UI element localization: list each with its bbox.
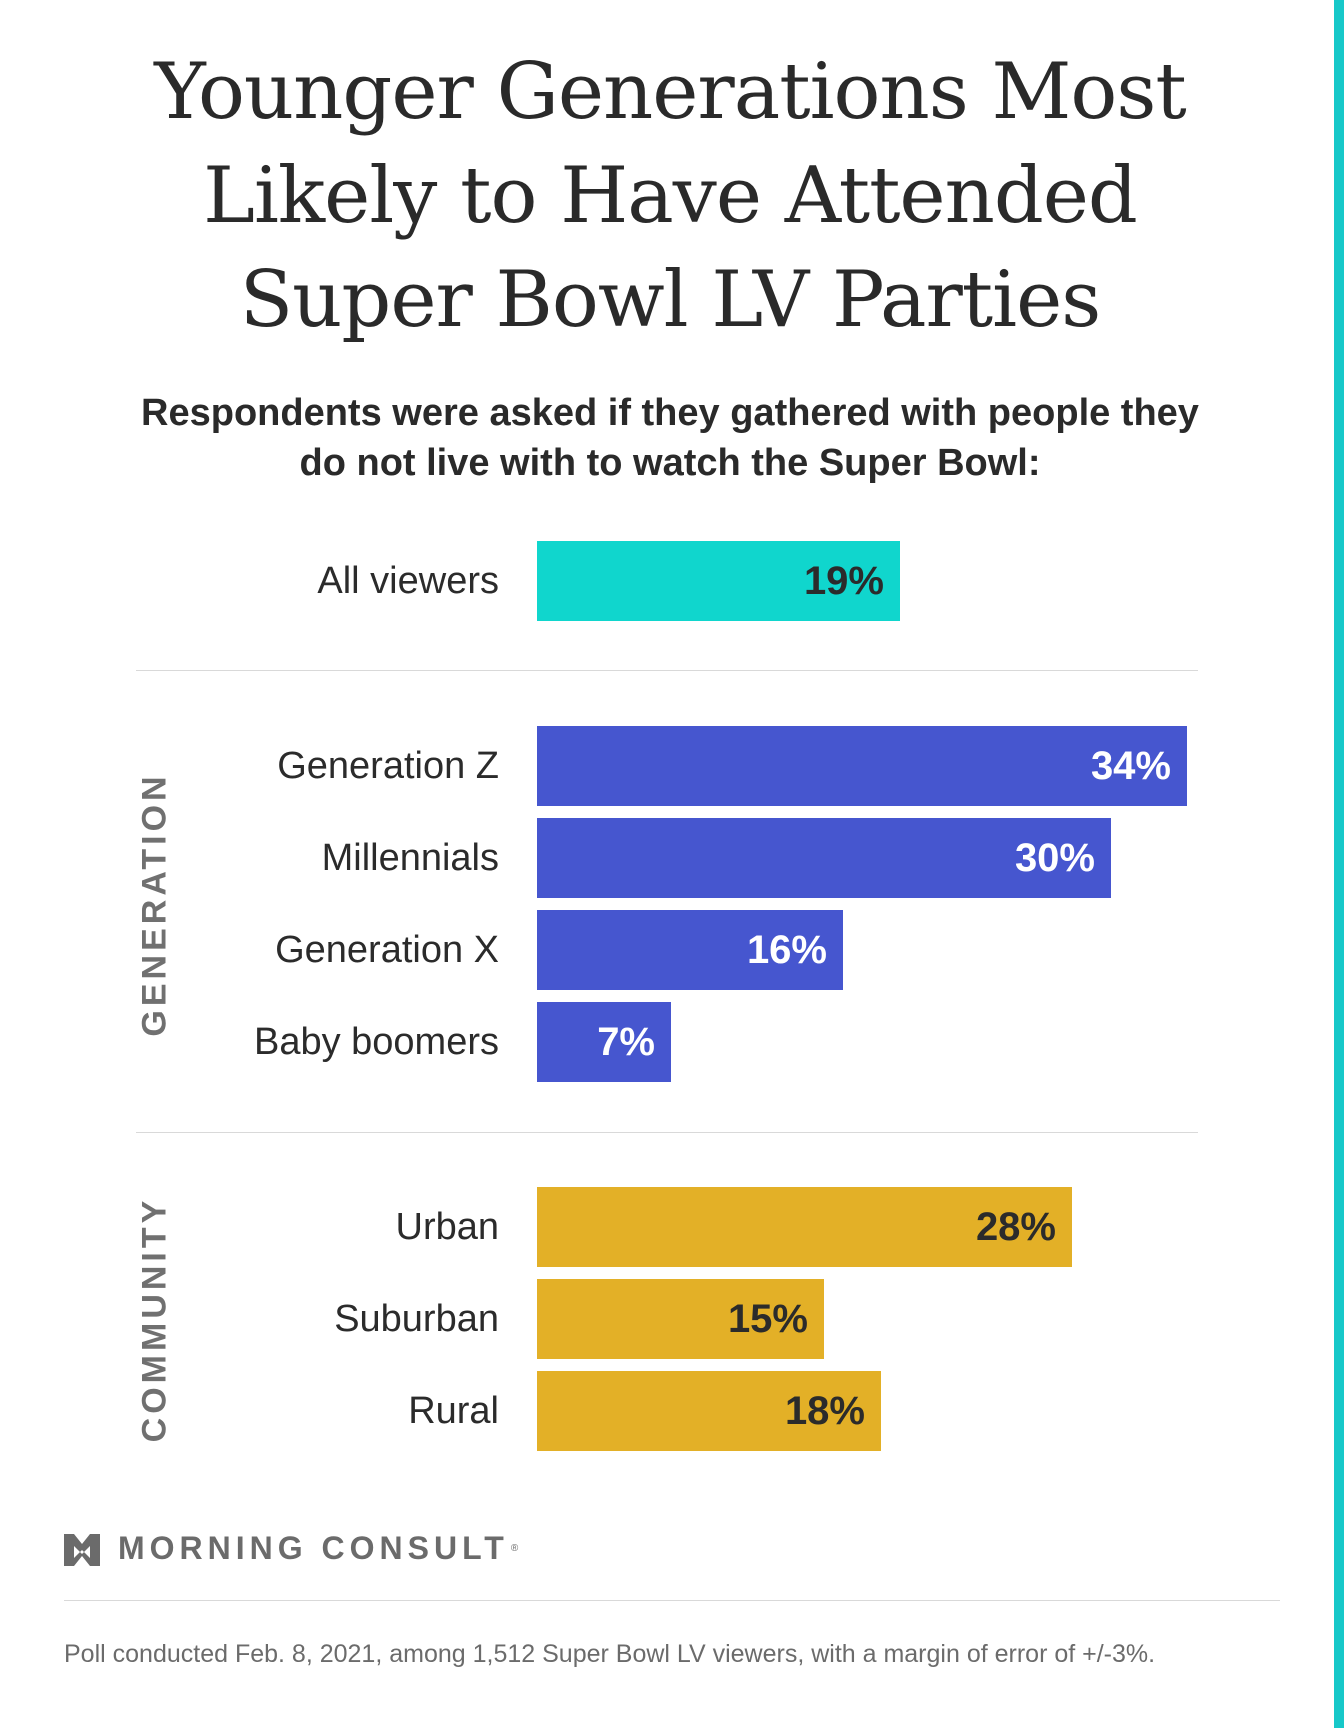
category-label: All viewers xyxy=(317,560,499,602)
data-label: 16% xyxy=(746,928,827,972)
data-label: 18% xyxy=(784,1389,865,1433)
bar: 34% xyxy=(537,726,1187,806)
bar: 19% xyxy=(537,541,900,621)
category-label: Baby boomers xyxy=(253,1021,499,1063)
bar: 18% xyxy=(537,1371,881,1451)
brand-logo: MORNING CONSULT ® xyxy=(64,1528,518,1568)
footnote: Poll conducted Feb. 8, 2021, among 1,512… xyxy=(64,1640,1156,1668)
data-label: 30% xyxy=(1014,836,1095,880)
data-label: 28% xyxy=(975,1205,1056,1249)
bar: 16% xyxy=(537,910,843,990)
chart-subtitle: Respondents were asked if they gathered … xyxy=(141,392,1199,484)
category-label: Urban xyxy=(395,1206,500,1248)
data-label: 19% xyxy=(803,559,884,603)
section-divider xyxy=(136,670,1198,671)
accent-stripe xyxy=(1334,0,1344,1728)
category-label: Millennials xyxy=(321,837,499,879)
chart-title: Younger Generations Most Likely to Have … xyxy=(154,47,1186,345)
category-label: Generation Z xyxy=(277,745,499,787)
bar: 28% xyxy=(537,1187,1072,1267)
data-label: 15% xyxy=(727,1297,808,1341)
category-label: Generation X xyxy=(275,929,499,971)
bar: 7% xyxy=(537,1002,671,1082)
section-divider xyxy=(136,1132,1198,1133)
registered-mark: ® xyxy=(510,1542,519,1554)
group-label: COMMUNITY xyxy=(135,1196,174,1442)
category-label: Rural xyxy=(408,1390,499,1432)
footer-divider xyxy=(64,1600,1280,1601)
bar: 15% xyxy=(537,1279,824,1359)
group-label: GENERATION xyxy=(135,771,174,1037)
data-label: 34% xyxy=(1090,744,1171,788)
data-label: 7% xyxy=(597,1020,655,1064)
morning-consult-logo-icon xyxy=(64,1534,100,1566)
bar: 30% xyxy=(537,818,1111,898)
category-label: Suburban xyxy=(334,1298,499,1340)
brand-name: MORNING CONSULT xyxy=(118,1529,509,1566)
